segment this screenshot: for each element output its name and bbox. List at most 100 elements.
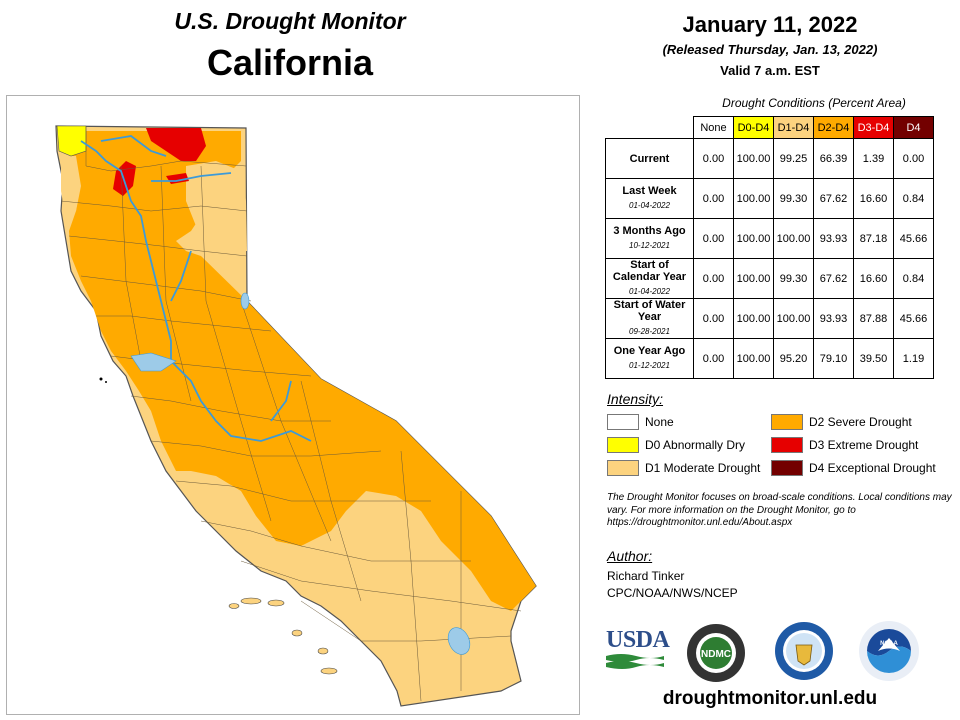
cell: 16.60 [853, 178, 894, 219]
row-date: 09-28-2021 [629, 327, 670, 336]
table-row: Last Week 01-04-2022 0.00 100.00 99.30 67… [605, 178, 934, 219]
cell: 99.25 [773, 138, 814, 179]
northeast-d1-patch [186, 161, 247, 251]
col-d1-d4: D1-D4 [773, 116, 814, 139]
row-label: One Year Ago 01-12-2021 [605, 338, 694, 379]
row-date: 01-04-2022 [629, 201, 670, 210]
cell: 45.66 [893, 218, 934, 259]
usda-logo: USDA [606, 627, 670, 653]
cell: 67.62 [813, 258, 854, 299]
d0-area [56, 125, 87, 157]
ndmc-logo-text: NDMC [701, 649, 731, 660]
cell: 66.39 [813, 138, 854, 179]
commerce-seal-icon [775, 622, 833, 680]
cell: 100.00 [773, 218, 814, 259]
cell: 0.84 [893, 258, 934, 299]
drought-conditions-table: None D0-D4 D1-D4 D2-D4 D3-D4 D4 Current … [605, 116, 934, 379]
row-date: 01-04-2022 [629, 287, 670, 296]
cell: 93.93 [813, 218, 854, 259]
site-url[interactable]: droughtmonitor.unl.edu [662, 688, 878, 709]
row-label-text: Last Week [622, 185, 677, 197]
col-none: None [693, 116, 734, 139]
swatch-d4 [771, 460, 803, 476]
release-date: (Released Thursday, Jan. 13, 2022) [662, 42, 878, 57]
map-date: January 11, 2022 [682, 12, 858, 37]
col-d2-d4: D2-D4 [813, 116, 854, 139]
salton-sea [447, 627, 471, 655]
california-d2-area [69, 131, 536, 611]
legend-item-d2: D2 Severe Drought [771, 414, 912, 430]
cell: 0.00 [693, 338, 734, 379]
river-lines [80, 135, 312, 442]
cell: 100.00 [733, 298, 774, 339]
cell: 99.30 [773, 258, 814, 299]
channel-islands [228, 597, 338, 675]
swatch-d1 [607, 460, 639, 476]
sf-bay [130, 352, 177, 372]
drought-map [6, 95, 580, 715]
cell: 100.00 [773, 298, 814, 339]
cell: 16.60 [853, 258, 894, 299]
author-title: Author: [607, 548, 653, 564]
cell: 67.62 [813, 178, 854, 219]
cell: 93.93 [813, 298, 854, 339]
row-label-text: Start of Water Year [613, 299, 686, 323]
row-label-text: Start of Calendar Year [612, 259, 687, 283]
swatch-d0 [607, 437, 639, 453]
valid-time: Valid 7 a.m. EST [720, 63, 820, 78]
row-label-text: One Year Ago [613, 345, 686, 357]
row-label: Start of Water Year 09-28-2021 [605, 298, 694, 339]
cell: 1.19 [893, 338, 934, 379]
legend-label: D4 Exceptional Drought [809, 461, 936, 475]
swatch-none [607, 414, 639, 430]
table-row: Start of Water Year 09-28-2021 0.00 100.0… [605, 298, 934, 339]
swatch-d2 [771, 414, 803, 430]
northwest-d1-patch [61, 156, 81, 221]
legend-label: D0 Abnormally Dry [645, 438, 746, 452]
map-title: U.S. Drought Monitor [174, 8, 406, 34]
table-caption: Drought Conditions (Percent Area) [722, 96, 906, 110]
noaa-logo-icon: NOAA [859, 621, 919, 681]
cell: 39.50 [853, 338, 894, 379]
lake-tahoe [240, 292, 250, 310]
cell: 87.18 [853, 218, 894, 259]
cell: 0.00 [693, 138, 734, 179]
intensity-title: Intensity: [607, 391, 664, 407]
row-label: Start of Calendar Year 01-04-2022 [605, 258, 694, 299]
cell: 0.84 [893, 178, 934, 219]
table-row: One Year Ago 01-12-2021 0.00 100.00 95.20… [605, 338, 934, 379]
farallon-islands [99, 377, 107, 383]
row-label: Current [605, 138, 694, 179]
legend-item-none: None [607, 414, 674, 430]
cell: 0.00 [693, 258, 734, 299]
d3-north-area [146, 128, 206, 161]
swatch-d3 [771, 437, 803, 453]
cell: 100.00 [733, 218, 774, 259]
legend-item-d3: D3 Extreme Drought [771, 437, 918, 453]
legend-item-d4: D4 Exceptional Drought [771, 460, 936, 476]
cell: 100.00 [733, 178, 774, 219]
cell: 1.39 [853, 138, 894, 179]
cell: 0.00 [693, 178, 734, 219]
legend-label: D3 Extreme Drought [809, 438, 919, 452]
row-label: Last Week 01-04-2022 [605, 178, 694, 219]
row-date: 01-12-2021 [629, 361, 670, 370]
usda-hills-icon [606, 654, 664, 669]
cell: 100.00 [733, 338, 774, 379]
cell: 79.10 [813, 338, 854, 379]
legend-label: None [645, 415, 674, 429]
col-d0-d4: D0-D4 [733, 116, 774, 139]
legend-label: D2 Severe Drought [809, 415, 912, 429]
state-title: California [206, 42, 374, 83]
row-label-text: 3 Months Ago [613, 225, 686, 237]
ndmc-logo-icon: NDMC [687, 624, 745, 682]
row-label: 3 Months Ago 10-12-2021 [605, 218, 694, 259]
cell: 99.30 [773, 178, 814, 219]
col-d4: D4 [893, 116, 934, 139]
cell: 0.00 [693, 218, 734, 259]
row-label-text: Current [629, 152, 670, 165]
author-name: Richard Tinker [607, 569, 685, 583]
cell: 45.66 [893, 298, 934, 339]
table-row: Current 0.00 100.00 99.25 66.39 1.39 0.0… [605, 138, 934, 179]
legend-item-d0: D0 Abnormally Dry [607, 437, 745, 453]
